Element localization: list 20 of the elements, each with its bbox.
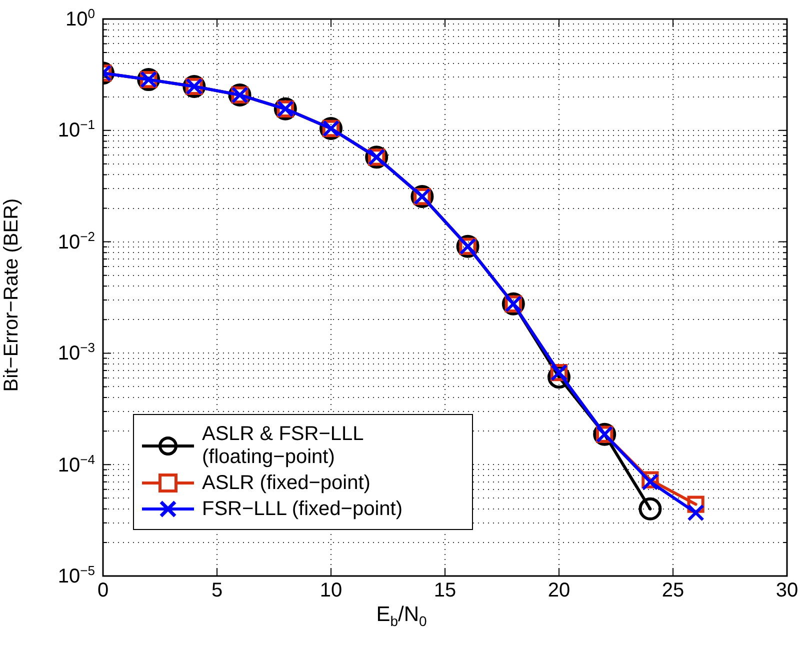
y-tick-label: 10$^{−2}$ bbox=[58, 228, 95, 254]
y-axis-title: Bit−Error−Rate (BER) bbox=[0, 198, 24, 392]
point bbox=[638, 497, 662, 520]
legend-label: ASLR (fixed−point) bbox=[202, 472, 372, 494]
x-tick-label: 20 bbox=[548, 580, 570, 602]
legend-label: FSR−LLL (fixed−point) bbox=[202, 498, 404, 520]
y-tick-label: 10$^{−3}$ bbox=[58, 340, 95, 365]
x-tick-label: 25 bbox=[662, 580, 684, 602]
y-tick-label: 10$^{−5}$ bbox=[56, 563, 95, 588]
point bbox=[687, 504, 704, 522]
x-axis-title: E$_{b}$/N$_{0}$ bbox=[375, 603, 428, 630]
x-tick-label: 15 bbox=[434, 580, 456, 602]
x-tick-label: 10 bbox=[320, 580, 342, 602]
y-tick-label: 10$^{−1}$ bbox=[56, 117, 95, 142]
x-tick-label: 0 bbox=[97, 580, 109, 602]
legend-label: ASLR & FSR−LLL (floating−point) bbox=[202, 423, 364, 469]
y-tick-label: 10$^{0}$ bbox=[64, 6, 95, 31]
y-tick-label: 10$^{−4}$ bbox=[56, 452, 95, 476]
x-tick-label: 30 bbox=[776, 580, 798, 602]
x-tick-label: 5 bbox=[211, 580, 223, 602]
